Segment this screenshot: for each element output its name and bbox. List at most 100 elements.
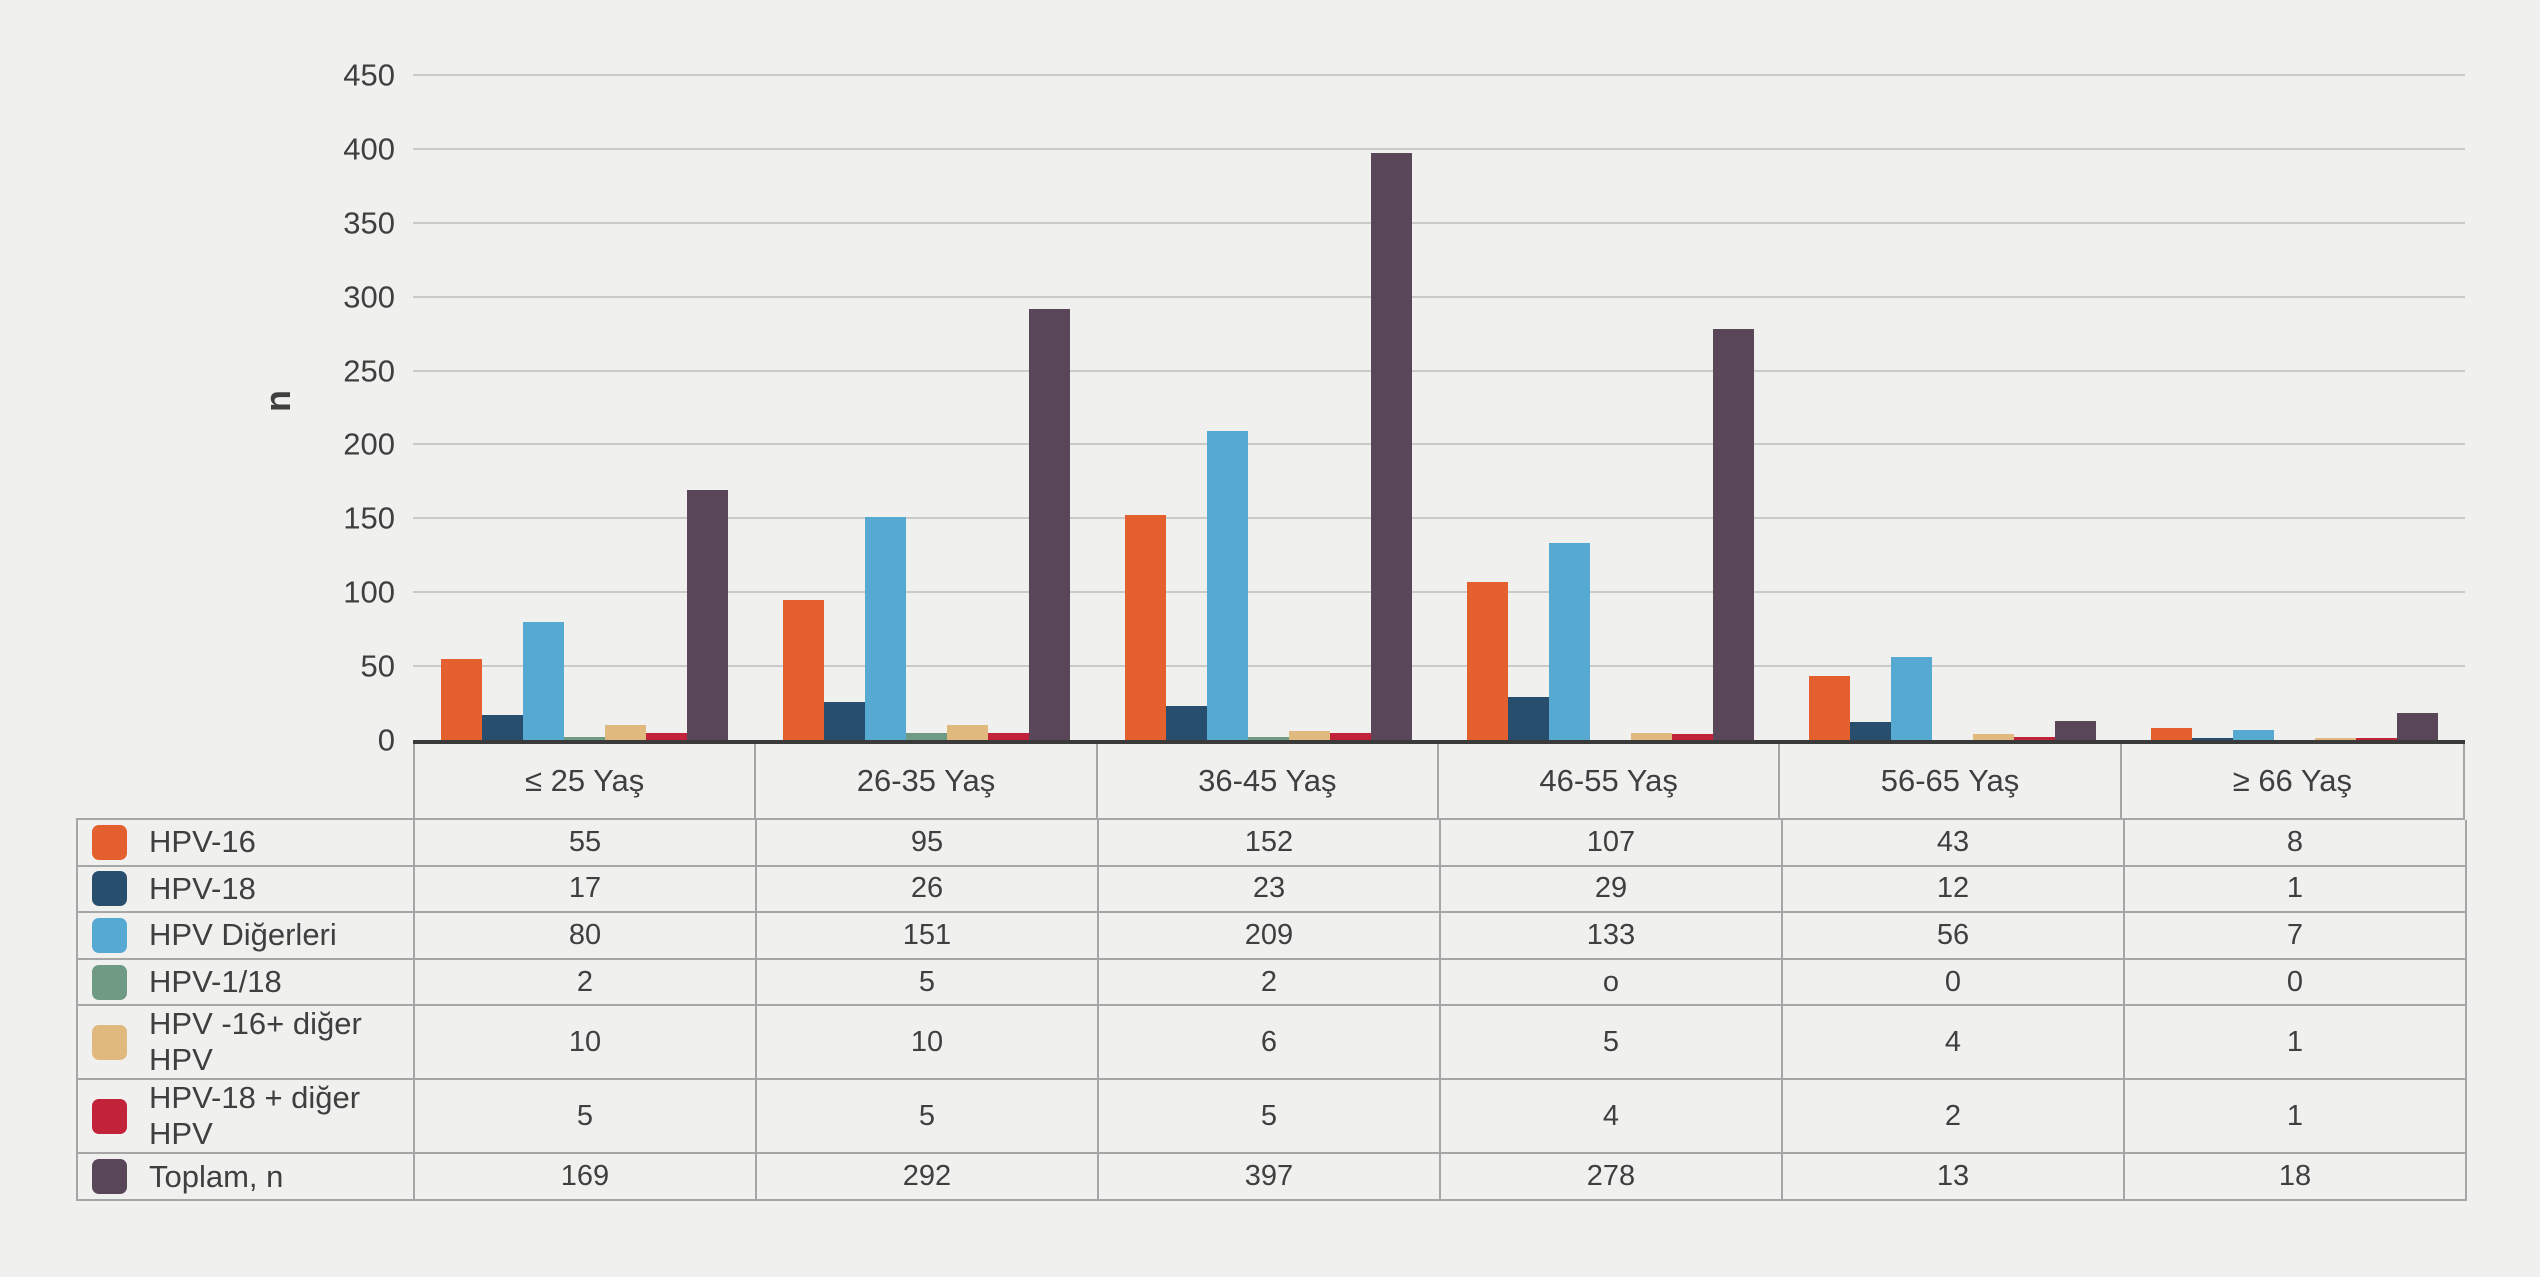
value-cell: 10	[757, 1006, 1099, 1081]
bar	[1849, 722, 1891, 740]
bar-group	[2123, 75, 2465, 740]
bar	[1165, 706, 1207, 740]
value-cell: 5	[757, 1080, 1099, 1155]
gridline	[413, 517, 2465, 520]
gridline	[413, 74, 2465, 76]
value-cell: 278	[1441, 1154, 1783, 1201]
bar	[946, 725, 988, 740]
legend-cell: HPV-1/18	[78, 959, 415, 1007]
value-cell: 29	[1441, 866, 1783, 914]
legend-swatch-icon	[92, 1098, 127, 1134]
y-tick-label: 50	[360, 648, 395, 684]
value-cell: 5	[757, 959, 1099, 1007]
plot-area	[413, 74, 2465, 744]
category-header-cell: ≤ 25 Yaş	[415, 744, 757, 818]
value-cell: 13	[1783, 1154, 2125, 1201]
y-axis-tick-labels: 0 50 100 150 200 250 300 350 400 450	[180, 60, 395, 756]
bar	[1206, 431, 1248, 740]
value-cell: 1	[2125, 1006, 2467, 1081]
bar	[2191, 738, 2233, 740]
category-header-cell: 46-55 Yaş	[1439, 744, 1781, 818]
legend-cell: HPV-18	[78, 866, 415, 914]
gridline	[413, 147, 2465, 150]
value-cell: 151	[757, 913, 1099, 960]
bar-group	[413, 75, 755, 740]
value-cell: 55	[415, 820, 757, 867]
bar	[2013, 737, 2055, 740]
series-name: HPV-1/18	[149, 964, 282, 1000]
gridline	[413, 221, 2465, 224]
value-cell: 2	[1783, 1080, 2125, 1155]
y-tick-label: 250	[343, 353, 395, 389]
y-tick-label: 150	[343, 500, 395, 536]
value-cell: 26	[757, 866, 1099, 914]
y-tick-label: 0	[377, 722, 395, 758]
bar	[1890, 657, 1932, 740]
bar	[2150, 728, 2192, 740]
bar	[1329, 732, 1371, 740]
bar	[2232, 729, 2274, 740]
value-cell: 7	[2125, 913, 2467, 960]
category-header-cell: 36-45 Yaş	[1098, 744, 1439, 818]
value-cell: 12	[1783, 866, 2125, 914]
value-cell: 0	[2125, 959, 2467, 1007]
value-cell: 397	[1099, 1154, 1441, 1201]
value-cell: 56	[1783, 913, 2125, 960]
value-cell: 152	[1099, 820, 1441, 867]
bar	[1671, 734, 1713, 740]
value-cell: 6	[1099, 1006, 1441, 1081]
value-cell: 2	[1099, 959, 1441, 1007]
category-header-cell: 56-65 Yaş	[1780, 744, 2122, 818]
value-cell: 1	[2125, 866, 2467, 914]
bar-group	[1439, 75, 1781, 740]
bar	[481, 714, 523, 740]
value-cell: 0	[1783, 959, 2125, 1007]
value-cell: 18	[2125, 1154, 2467, 1201]
bar-group	[1781, 75, 2123, 740]
bar	[645, 732, 687, 740]
y-tick-label: 100	[343, 574, 395, 610]
value-cell: 43	[1783, 820, 2125, 867]
value-cell: 107	[1441, 820, 1783, 867]
category-header-cell: 26-35 Yaş	[756, 744, 1098, 818]
bar	[522, 621, 564, 740]
value-cell: 4	[1783, 1006, 2125, 1081]
bar	[2054, 720, 2096, 740]
bar	[1712, 329, 1754, 740]
legend-cell: HPV-18 + diğer HPV	[78, 1080, 415, 1155]
category-header-row: ≤ 25 Yaş 26-35 Yaş 36-45 Yaş 46-55 Yaş 56-65…	[413, 744, 2465, 818]
value-cell: 5	[1441, 1006, 1783, 1081]
legend-cell: HPV -16+ diğer HPV	[78, 1006, 415, 1081]
value-cell: o	[1441, 959, 1783, 1007]
value-cell: 5	[1099, 1080, 1441, 1155]
gridline	[413, 295, 2465, 298]
value-cell: 133	[1441, 913, 1783, 960]
legend-cell: Toplam, n	[78, 1154, 415, 1201]
bar-groups	[413, 75, 2465, 740]
bar	[1548, 543, 1590, 740]
bar	[1630, 732, 1672, 740]
bar	[563, 737, 605, 740]
value-cell: 292	[757, 1154, 1099, 1201]
bar	[2314, 738, 2356, 740]
legend-swatch-icon	[92, 1024, 127, 1060]
series-name: Toplam, n	[149, 1158, 284, 1194]
bar	[1507, 697, 1549, 740]
legend-swatch-icon	[92, 824, 127, 860]
bar-group	[755, 75, 1097, 740]
bar	[823, 701, 865, 740]
bar	[1808, 676, 1850, 740]
bar	[2355, 738, 2397, 740]
gridline	[413, 591, 2465, 594]
bar	[440, 658, 482, 740]
y-tick-label: 450	[343, 57, 395, 93]
value-cell: 95	[757, 820, 1099, 867]
legend-swatch-icon	[92, 964, 127, 1000]
series-name: HPV-16	[149, 824, 256, 860]
bar	[2396, 713, 2438, 740]
bar	[782, 599, 824, 740]
category-header-cell: ≥ 66 Yaş	[2232, 763, 2352, 798]
series-name: HPV-18	[149, 870, 256, 906]
bar	[1972, 734, 2014, 740]
